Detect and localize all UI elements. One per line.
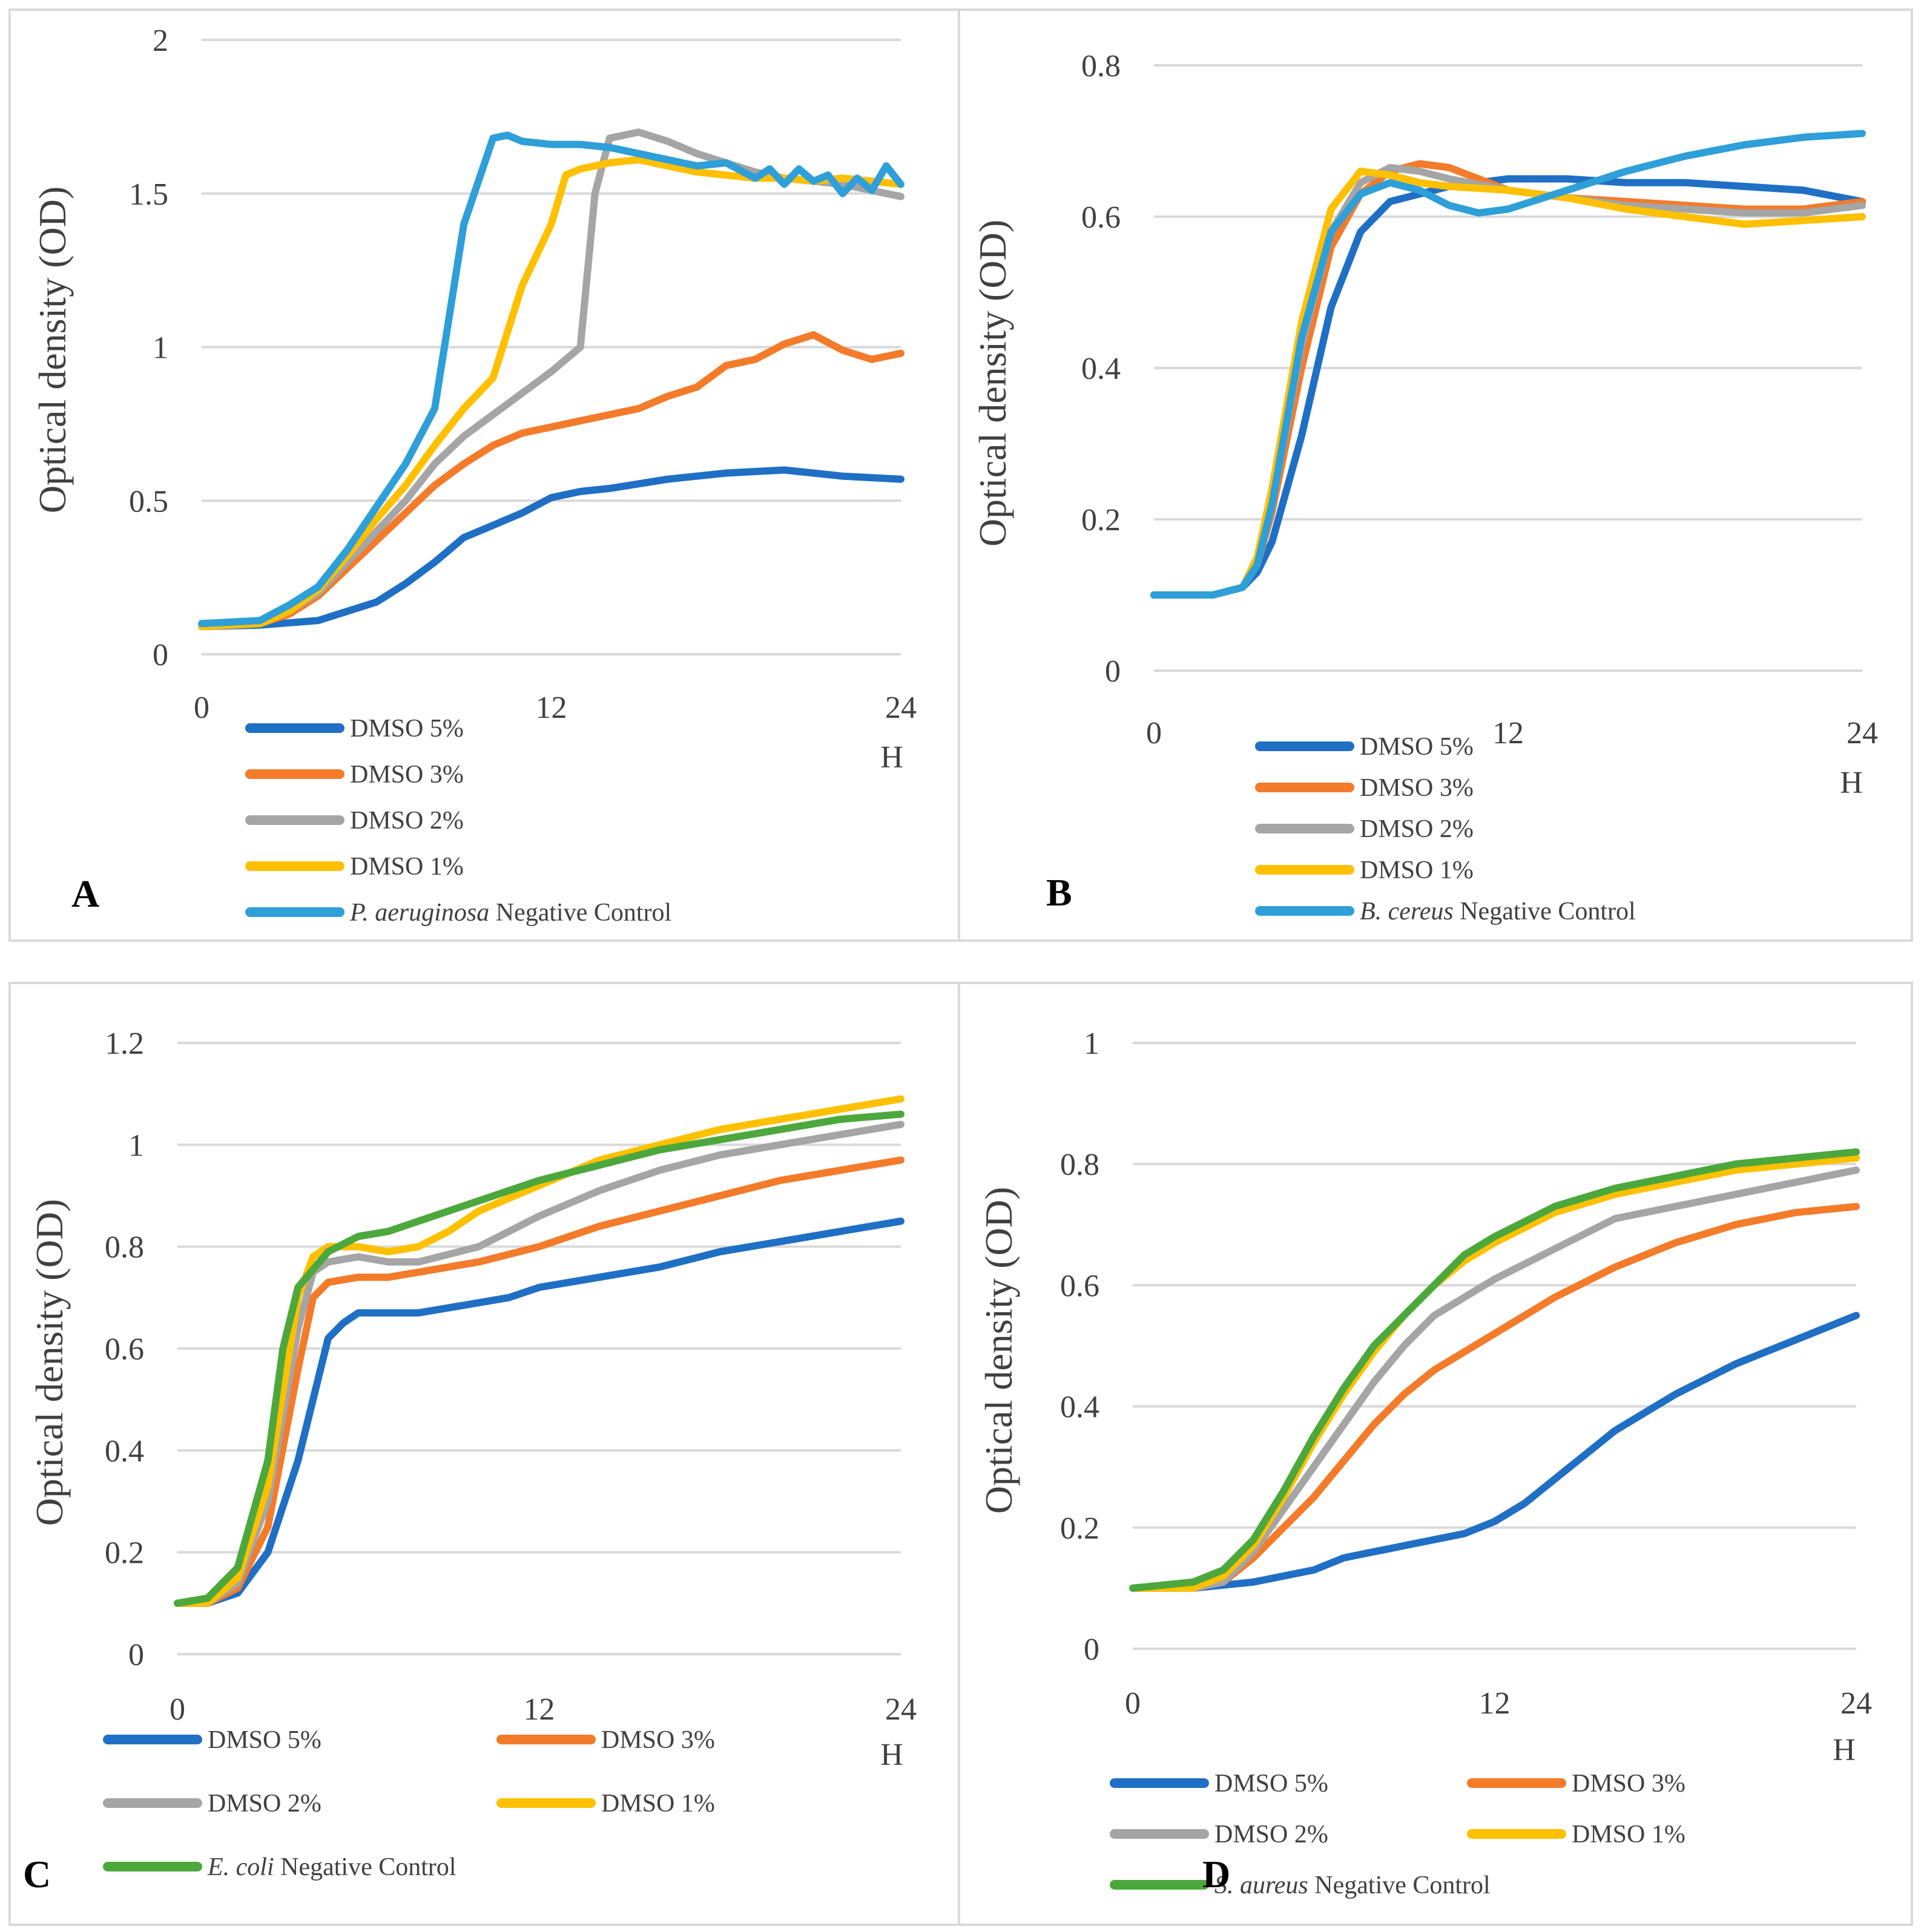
y-tick-label: 0.4 (105, 1434, 144, 1468)
x-tick-label: 12 (536, 691, 567, 725)
legend-label: S. aureus Negative Control (1214, 1871, 1491, 1899)
y-tick-label: 0.2 (105, 1536, 144, 1571)
series-line (174, 1095, 904, 1607)
series-line (198, 131, 904, 628)
legend-label: DMSO 1% (350, 853, 464, 881)
y-tick-label: 0.6 (1081, 200, 1121, 235)
y-tick-label: 0 (153, 638, 168, 672)
series-line (198, 466, 904, 631)
panel-label: D (1202, 1853, 1230, 1896)
y-tick-label: 0.2 (1060, 1511, 1099, 1546)
y-tick-label: 0.4 (1081, 352, 1121, 386)
x-tick-label: 12 (524, 1692, 555, 1727)
series-line (174, 1110, 904, 1607)
legend-label: DMSO 2% (1214, 1821, 1328, 1848)
series-line (174, 1120, 904, 1607)
x-tick-label: 0 (1146, 716, 1162, 751)
chart-a: 0 0.5 1 1.5 2 0 12 24 H Optical density (OD) DMSO … (31, 24, 917, 927)
x-tick-label: 0 (170, 1692, 185, 1727)
legend-label: DMSO 2% (208, 1790, 321, 1818)
series-line (174, 1156, 904, 1607)
series-line (198, 331, 904, 631)
y-tick-label: 0.5 (129, 484, 168, 519)
y-tick-label: 0 (128, 1638, 144, 1672)
x-tick-label: 12 (1492, 716, 1524, 751)
legend-label: DMSO 1% (1572, 1821, 1685, 1848)
x-tick-label: 24 (885, 691, 917, 725)
y-tick-label: 1 (153, 331, 168, 366)
panel-label: A (71, 872, 99, 915)
legend-label: DMSO 5% (208, 1726, 321, 1754)
legend-label: E. coli Negative Control (207, 1853, 456, 1881)
legend-label: DMSO 2% (350, 807, 464, 835)
x-tick-label: 0 (1125, 1686, 1141, 1721)
legend-label: DMSO 3% (350, 761, 464, 789)
series-line (1150, 130, 1866, 599)
legend-label: DMSO 5% (350, 715, 464, 743)
x-tick-label: 0 (194, 691, 209, 725)
y-tick-label: 0.2 (1081, 503, 1121, 537)
legend-label: P. aeruginosa Negative Control (349, 899, 671, 927)
x-tick-label: 12 (1479, 1686, 1511, 1721)
y-tick-label: 0.6 (1060, 1269, 1099, 1303)
chart-c: 0 0.2 0.4 0.6 0.8 1 1.2 0 12 24 H Optical density (… (23, 1027, 917, 1896)
x-tick-label: 24 (1840, 1686, 1872, 1721)
x-tick-label: 24 (1847, 716, 1878, 751)
y-tick-label: 1.5 (129, 177, 168, 212)
series-line (198, 128, 904, 631)
x-axis-unit: H (1840, 766, 1863, 800)
series-line (174, 1217, 904, 1607)
series-line (198, 156, 904, 631)
legend-label: DMSO 3% (601, 1726, 715, 1754)
y-tick-label: 0.4 (1060, 1390, 1099, 1425)
legend-label: B. cereus Negative Control (1360, 898, 1636, 925)
panel-b: 0 0.2 0.4 0.6 0.8 0 12 24 H Optical density (OD) D… (958, 8, 1913, 942)
series-line (1129, 1203, 1860, 1592)
x-axis-unit: H (1833, 1733, 1856, 1767)
y-tick-label: 0.8 (1060, 1148, 1099, 1182)
y-tick-label: 1.2 (105, 1027, 144, 1061)
legend-label: DMSO 3% (1572, 1770, 1685, 1798)
panel-label: C (23, 1853, 51, 1896)
series-line (1150, 168, 1866, 599)
panel-a: 0 0.5 1 1.5 2 0 12 24 H Optical density (OD) DMSO … (8, 8, 960, 942)
y-tick-label: 1 (128, 1128, 144, 1163)
chart-d: 0 0.2 0.4 0.6 0.8 1 0 12 24 H Optical density (OD)… (977, 1027, 1872, 1899)
y-tick-label: 0 (1105, 654, 1121, 689)
chart-b: 0 0.2 0.4 0.6 0.8 0 12 24 H Optical density (OD) D… (971, 49, 1878, 925)
y-axis-label: Optical density (OD) (977, 1187, 1020, 1514)
y-axis-label: Optical density (OD) (28, 1199, 71, 1526)
legend-label: DMSO 2% (1360, 815, 1474, 843)
y-tick-label: 0.8 (105, 1230, 144, 1265)
y-axis-label: Optical density (OD) (971, 220, 1014, 547)
y-axis-label: Optical density (OD) (31, 186, 74, 513)
y-tick-label: 2 (153, 24, 168, 58)
y-tick-label: 1 (1084, 1027, 1099, 1061)
legend-label: DMSO 1% (1360, 856, 1474, 884)
panel-d: 0 0.2 0.4 0.6 0.8 1 0 12 24 H Optical density (OD)… (958, 982, 1913, 1926)
panel-c: 0 0.2 0.4 0.6 0.8 1 1.2 0 12 24 H Optical density (… (8, 982, 960, 1926)
x-tick-label: 24 (885, 1692, 917, 1727)
legend-label: DMSO 5% (1214, 1770, 1328, 1798)
y-tick-label: 0 (1084, 1632, 1099, 1667)
legend-label: DMSO 3% (1360, 774, 1474, 802)
series-line (1129, 1312, 1860, 1592)
series-line (1129, 1148, 1860, 1592)
panel-label: B (1046, 871, 1072, 914)
legend-label: DMSO 5% (1360, 733, 1474, 761)
x-axis-unit: H (880, 740, 903, 775)
series-line (1129, 1166, 1860, 1592)
y-tick-label: 0.8 (1081, 49, 1121, 84)
legend-label: DMSO 1% (601, 1790, 715, 1818)
x-axis-unit: H (880, 1738, 903, 1772)
y-tick-label: 0.6 (105, 1332, 144, 1367)
